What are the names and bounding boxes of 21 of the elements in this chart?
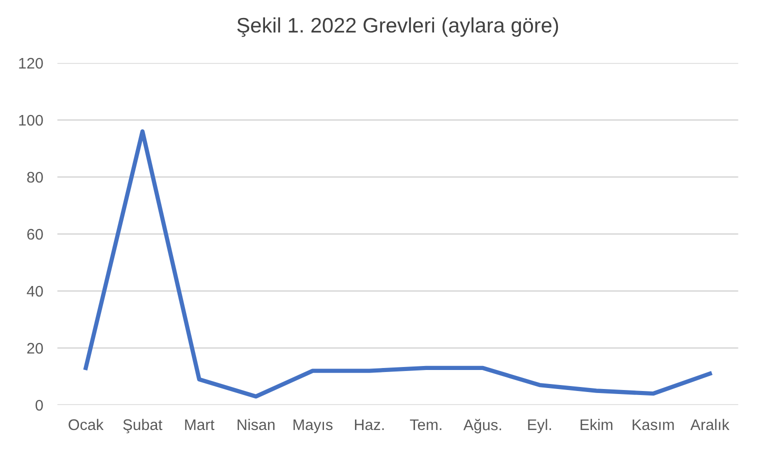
x-tick-label: Nisan	[238, 418, 274, 430]
chart-title: Şekil 1. 2022 Grevleri (aylara göre)	[237, 17, 558, 37]
y-tick-label: 100	[19, 114, 43, 126]
x-tick-label: Ağus.	[463, 418, 502, 434]
y-tick-label: 120	[19, 58, 43, 69]
y-tick-label: 20	[27, 342, 43, 354]
x-tick-label: Ocak	[68, 418, 104, 430]
x-tick-label: Ekim	[580, 418, 612, 430]
x-tick-label: Haz.	[354, 419, 384, 430]
x-tick-label: Şubat	[123, 418, 162, 434]
x-tick-label: Tem.	[410, 419, 442, 430]
x-tick-label: Eyl.	[528, 418, 551, 434]
x-tick-label: Mart	[185, 419, 214, 430]
line-series	[84, 129, 712, 399]
y-tick-label: 80	[27, 172, 43, 183]
y-tick-label: 40	[26, 286, 43, 297]
x-tick-label: Kasım	[632, 419, 674, 430]
x-tick-label: Aralık	[690, 418, 730, 430]
y-tick-label: 60	[27, 228, 43, 240]
x-tick-label: Mayıs	[294, 419, 333, 434]
y-tick-label: 0	[36, 400, 43, 411]
